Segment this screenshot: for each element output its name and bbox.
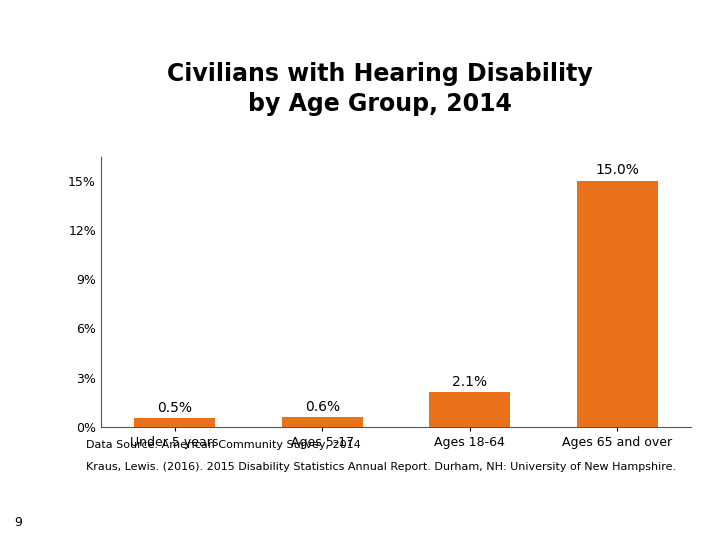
Text: 15.0%: 15.0% — [595, 163, 639, 177]
Text: 9: 9 — [14, 516, 22, 529]
Text: Civilians with Hearing Disability
by Age Group, 2014: Civilians with Hearing Disability by Age… — [167, 62, 593, 116]
Text: 2.1%: 2.1% — [452, 375, 487, 389]
Bar — [282, 417, 363, 427]
Text: 0.5%: 0.5% — [157, 401, 192, 415]
Text: Kraus, Lewis. (2016). 2015 Disability Statistics Annual Report. Durham, NH: Univ: Kraus, Lewis. (2016). 2015 Disability St… — [86, 462, 677, 472]
Text: Data Source: American Community Survey, 2014: Data Source: American Community Survey, … — [86, 440, 361, 450]
Bar — [577, 181, 658, 427]
Bar — [429, 392, 510, 427]
Text: 0.6%: 0.6% — [305, 400, 340, 414]
Bar — [134, 418, 215, 427]
